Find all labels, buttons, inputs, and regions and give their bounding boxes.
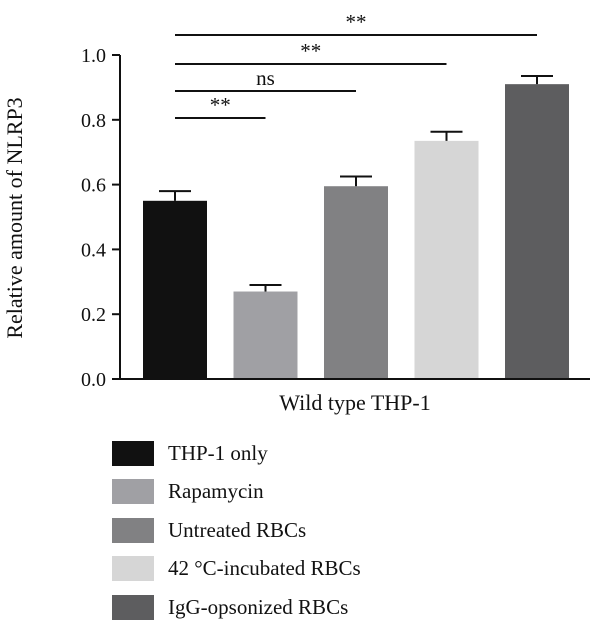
bar	[143, 200, 207, 379]
bar	[414, 140, 479, 379]
legend-label: Untreated RBCs	[168, 517, 307, 542]
legend: THP-1 only Rapamycin Untreated RBCs 42 °…	[112, 434, 361, 627]
legend-item-igg-opsonized-rbcs: IgG-opsonized RBCs	[112, 588, 361, 627]
legend-swatch	[112, 517, 154, 543]
significance-label: **	[300, 39, 321, 63]
bar	[233, 291, 298, 379]
legend-item-untreated-rbcs: Untreated RBCs	[112, 511, 361, 550]
y-tick-label: 0.6	[81, 175, 106, 197]
legend-swatch	[112, 479, 154, 505]
legend-item-thp1-only: THP-1 only	[112, 434, 361, 473]
bars	[143, 75, 569, 379]
legend-label: 42 °C-incubated RBCs	[168, 556, 361, 581]
significance-brackets: ** ns ** **	[175, 10, 537, 119]
legend-swatch	[112, 440, 154, 466]
legend-item-rapamycin: Rapamycin	[112, 473, 361, 512]
bar	[324, 186, 388, 379]
legend-label: THP-1 only	[168, 440, 268, 465]
legend-label: Rapamycin	[168, 479, 264, 504]
legend-swatch	[112, 556, 154, 582]
significance-label: **	[210, 93, 231, 117]
y-tick-label: 0.8	[81, 110, 106, 132]
legend-item-42c-incubated-rbcs: 42 °C-incubated RBCs	[112, 550, 361, 589]
y-tick-label: 1.0	[81, 45, 106, 67]
bar	[505, 84, 569, 379]
y-tick-label: 0.0	[81, 369, 106, 391]
y-tick-label: 0.2	[81, 304, 106, 326]
significance-label: **	[346, 10, 367, 34]
legend-swatch	[112, 594, 154, 620]
x-axis-label: Wild type THP-1	[279, 390, 430, 415]
y-tick-label: 0.4	[81, 239, 106, 261]
significance-label: ns	[256, 66, 275, 90]
bar-chart: Relative amount of NLRP3 0.0 0.2 0.4 0.6 0.8…	[2, 10, 590, 415]
y-axis-ticks: 0.0 0.2 0.4 0.6 0.8 1.0	[81, 45, 120, 391]
y-axis-label: Relative amount of NLRP3	[2, 97, 27, 338]
legend-label: IgG-opsonized RBCs	[168, 594, 349, 619]
